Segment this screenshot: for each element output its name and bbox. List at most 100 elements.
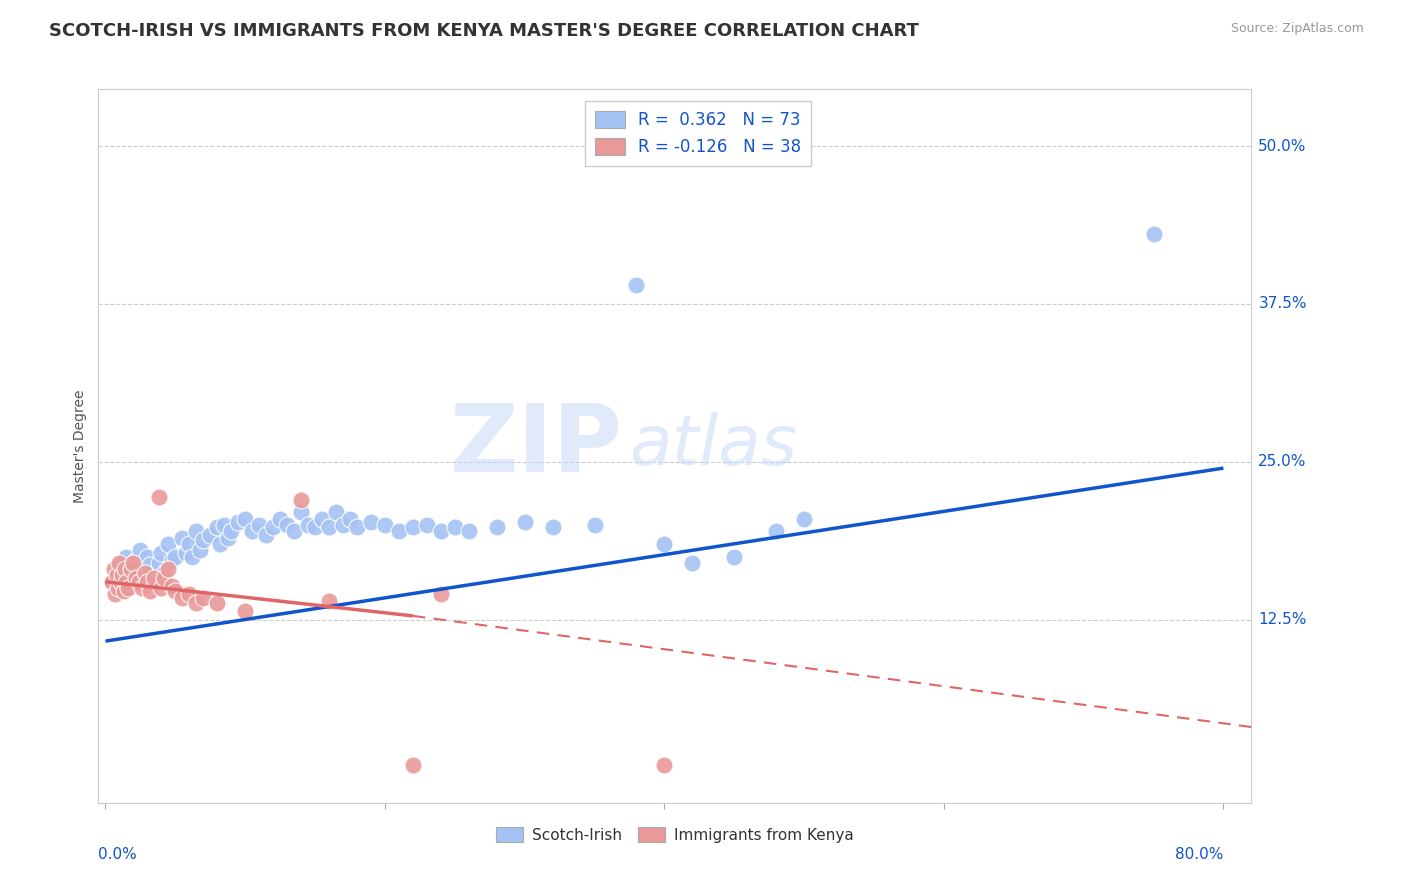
Point bbox=[117, 581, 139, 595]
Point bbox=[318, 593, 340, 607]
Point bbox=[654, 758, 676, 772]
Point bbox=[131, 562, 153, 576]
Point bbox=[217, 531, 239, 545]
Legend: Scotch-Irish, Immigrants from Kenya: Scotch-Irish, Immigrants from Kenya bbox=[489, 821, 860, 848]
Point bbox=[162, 553, 184, 567]
Text: 50.0%: 50.0% bbox=[1258, 138, 1306, 153]
Point bbox=[332, 517, 354, 532]
Point bbox=[107, 581, 129, 595]
Point bbox=[346, 520, 368, 534]
Point bbox=[360, 516, 382, 530]
Point bbox=[111, 556, 134, 570]
Point bbox=[374, 517, 396, 532]
Point bbox=[139, 558, 162, 573]
Point bbox=[304, 520, 326, 534]
Point bbox=[111, 568, 134, 582]
Point bbox=[276, 517, 298, 532]
Point bbox=[153, 571, 176, 585]
Point bbox=[176, 546, 198, 560]
Point bbox=[654, 537, 676, 551]
Point bbox=[179, 537, 201, 551]
Point bbox=[129, 543, 152, 558]
Point bbox=[165, 549, 187, 564]
Point bbox=[205, 520, 228, 534]
Point bbox=[513, 516, 536, 530]
Point bbox=[148, 556, 170, 570]
Point bbox=[134, 571, 156, 585]
Point bbox=[247, 517, 270, 532]
Point bbox=[297, 517, 319, 532]
Text: 25.0%: 25.0% bbox=[1258, 454, 1306, 469]
Point bbox=[104, 587, 127, 601]
Point bbox=[212, 517, 235, 532]
Text: SCOTCH-IRISH VS IMMIGRANTS FROM KENYA MASTER'S DEGREE CORRELATION CHART: SCOTCH-IRISH VS IMMIGRANTS FROM KENYA MA… bbox=[49, 22, 920, 40]
Point bbox=[219, 524, 242, 539]
Point bbox=[120, 562, 142, 576]
Point bbox=[190, 543, 212, 558]
Point bbox=[148, 490, 170, 504]
Point bbox=[388, 524, 411, 539]
Point bbox=[101, 574, 124, 589]
Point bbox=[186, 524, 208, 539]
Point bbox=[723, 549, 745, 564]
Point bbox=[115, 549, 138, 564]
Point bbox=[108, 556, 131, 570]
Point bbox=[541, 520, 564, 534]
Point bbox=[193, 591, 215, 606]
Point bbox=[262, 520, 284, 534]
Point bbox=[416, 517, 439, 532]
Point bbox=[179, 587, 201, 601]
Point bbox=[208, 537, 231, 551]
Point bbox=[105, 568, 128, 582]
Point bbox=[325, 505, 347, 519]
Point bbox=[110, 574, 132, 589]
Point bbox=[233, 604, 256, 618]
Point bbox=[125, 553, 148, 567]
Point bbox=[131, 581, 153, 595]
Point bbox=[136, 574, 159, 589]
Point bbox=[430, 524, 453, 539]
Point bbox=[254, 528, 277, 542]
Point bbox=[311, 511, 333, 525]
Point bbox=[186, 596, 208, 610]
Point bbox=[485, 520, 508, 534]
Point bbox=[139, 583, 162, 598]
Point bbox=[157, 562, 180, 576]
Point bbox=[402, 520, 425, 534]
Point bbox=[150, 546, 173, 560]
Point bbox=[114, 562, 136, 576]
Point bbox=[626, 277, 648, 292]
Point bbox=[430, 587, 453, 601]
Point bbox=[172, 591, 194, 606]
Point bbox=[143, 574, 166, 589]
Point bbox=[122, 566, 145, 580]
Point bbox=[150, 581, 173, 595]
Point bbox=[290, 505, 312, 519]
Point bbox=[583, 517, 606, 532]
Point bbox=[114, 571, 136, 585]
Point bbox=[125, 571, 148, 585]
Point bbox=[165, 583, 187, 598]
Point bbox=[226, 516, 249, 530]
Text: 80.0%: 80.0% bbox=[1175, 847, 1223, 862]
Text: ZIP: ZIP bbox=[450, 400, 623, 492]
Point bbox=[122, 556, 145, 570]
Point bbox=[103, 562, 125, 576]
Point bbox=[200, 528, 222, 542]
Point bbox=[233, 511, 256, 525]
Point bbox=[181, 549, 204, 564]
Point bbox=[193, 533, 215, 547]
Text: 0.0%: 0.0% bbox=[98, 847, 138, 862]
Point bbox=[269, 511, 291, 525]
Text: Source: ZipAtlas.com: Source: ZipAtlas.com bbox=[1230, 22, 1364, 36]
Point bbox=[134, 566, 156, 580]
Point bbox=[157, 537, 180, 551]
Point bbox=[112, 583, 135, 598]
Point bbox=[136, 549, 159, 564]
Point bbox=[101, 574, 124, 589]
Point bbox=[205, 596, 228, 610]
Point bbox=[105, 562, 128, 576]
Point bbox=[681, 556, 703, 570]
Text: 12.5%: 12.5% bbox=[1258, 612, 1306, 627]
Point bbox=[117, 581, 139, 595]
